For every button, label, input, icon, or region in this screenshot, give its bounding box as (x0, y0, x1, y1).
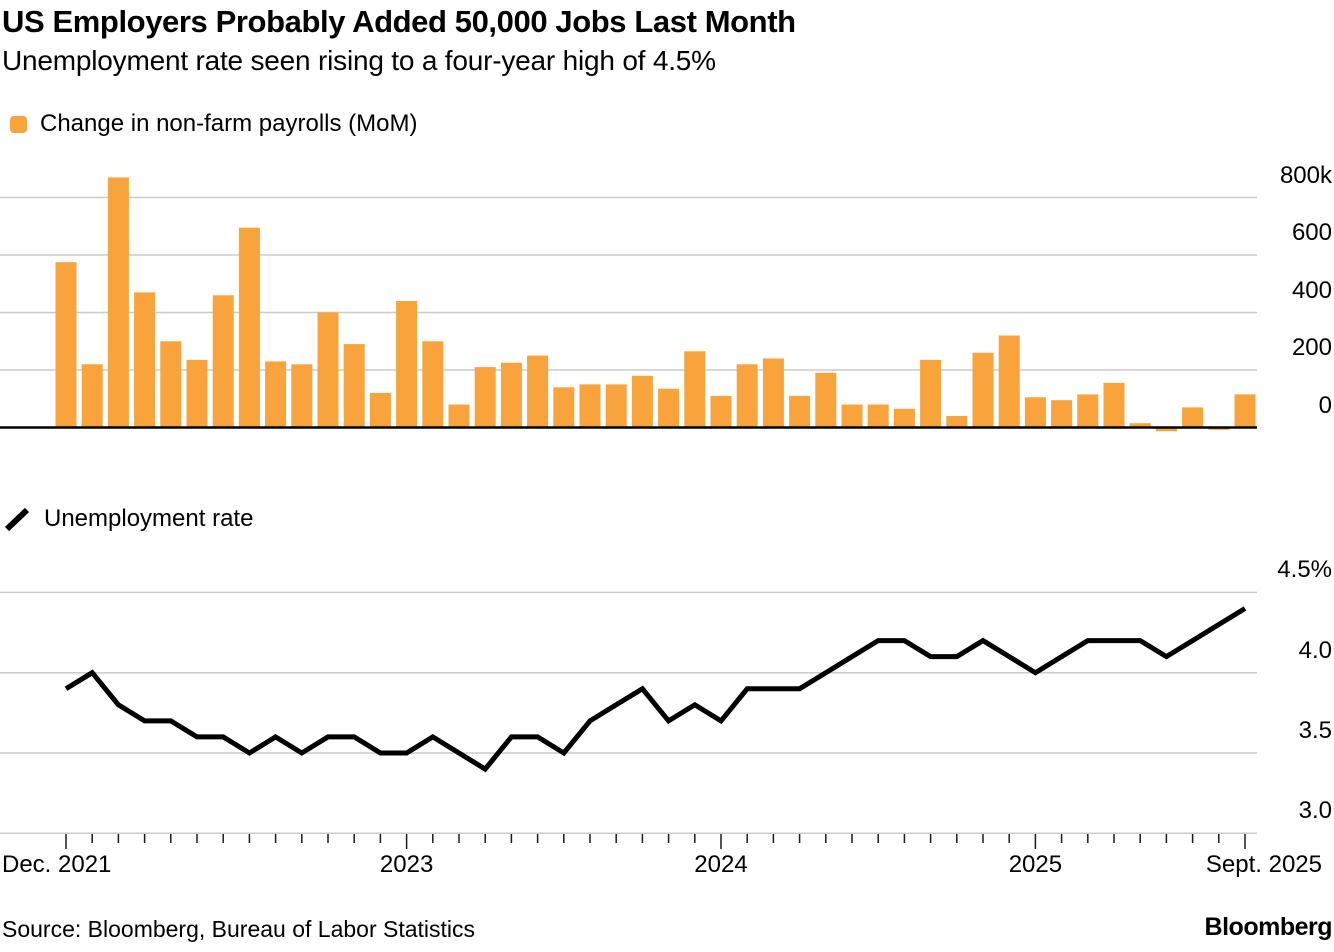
payroll-bar (762, 358, 784, 428)
payroll-bar (134, 292, 156, 428)
payroll-bar (500, 362, 522, 428)
unemployment-y-axis-label: 3.0 (1298, 797, 1332, 825)
unemployment-gridlines (0, 591, 1257, 835)
payroll-bar (317, 312, 339, 428)
payroll-bar (1077, 394, 1099, 428)
payroll-bar (527, 355, 549, 428)
source-credit: Source: Bloomberg, Bureau of Labor Stati… (2, 916, 476, 942)
payroll-bar (998, 335, 1020, 428)
bloomberg-logo: Bloomberg (1204, 913, 1333, 941)
payroll-bar (841, 404, 863, 428)
payrolls-y-axis-label: 800k (1279, 161, 1332, 189)
payrolls-y-axis-label: 600 (1291, 219, 1332, 246)
x-axis-label: Sept. 2025 (1205, 851, 1322, 878)
payrolls-bar-chart (55, 177, 1256, 432)
payroll-bar (605, 384, 627, 428)
unemployment-legend: Unemployment rate (4, 505, 253, 533)
payroll-bar (396, 301, 418, 428)
payroll-bar (107, 177, 129, 428)
page-title: US Employers Probably Added 50,000 Jobs … (2, 4, 796, 39)
payrolls-y-axis-label: 0 (1318, 391, 1332, 419)
unemployment-y-axis-label: 3.5 (1298, 717, 1332, 744)
x-axis-label: 2023 (379, 851, 434, 878)
payroll-bar (160, 341, 182, 428)
x-axis-label: 2024 (694, 851, 748, 878)
payrolls-y-axis-label: 400 (1291, 276, 1332, 304)
payroll-bar (736, 364, 758, 428)
payroll-bar (789, 395, 811, 428)
payroll-bar (1103, 382, 1125, 428)
unemployment-y-axis-label: 4.0 (1298, 636, 1332, 664)
unemployment-y-axis-label: 4.5% (1277, 556, 1332, 584)
payroll-bar (553, 387, 575, 428)
payroll-bar (291, 364, 313, 428)
payroll-bar (422, 341, 444, 428)
payroll-bar (631, 375, 653, 428)
payroll-bar (1234, 394, 1256, 428)
payroll-bar (1129, 423, 1151, 428)
payrolls-y-axis-label: 200 (1291, 334, 1332, 361)
unemployment-line-chart (64, 606, 1247, 773)
payroll-bar (867, 404, 889, 428)
unemployment-rate-line (64, 606, 1247, 773)
bar-series-swatch-icon (10, 115, 27, 133)
payroll-bar (1182, 407, 1204, 428)
x-axis-label: 2025 (1008, 851, 1063, 878)
unemployment-legend-label: Unemployment rate (44, 505, 254, 532)
payrolls-legend-label: Change in non-farm payrolls (MoM) (40, 110, 418, 137)
payroll-bar (946, 416, 968, 428)
payrolls-gridlines (0, 196, 1257, 371)
payroll-bar (81, 364, 103, 428)
payroll-bar (474, 367, 496, 428)
payroll-bar (212, 295, 234, 428)
payroll-bar (343, 344, 365, 428)
page-subtitle: Unemployment rate seen rising to a four-… (2, 45, 716, 76)
payroll-bar (579, 384, 601, 428)
payrolls-legend: Change in non-farm payrolls (MoM) (10, 110, 417, 138)
payroll-bar (658, 388, 680, 428)
payroll-bar (1024, 397, 1046, 428)
payroll-bar (1051, 400, 1073, 428)
payroll-bar (972, 352, 994, 428)
x-axis-ticks (65, 834, 1246, 849)
payroll-bar (448, 404, 470, 428)
payroll-bar (55, 262, 77, 428)
payroll-bar (186, 359, 208, 428)
payroll-bar (238, 227, 260, 428)
payroll-bar (815, 372, 837, 428)
payroll-bar (369, 393, 391, 428)
payroll-bar (684, 351, 706, 428)
x-axis-label: Dec. 2021 (2, 851, 112, 878)
payroll-bar (1155, 427, 1177, 432)
line-series-stroke-icon (4, 507, 30, 531)
payroll-bar (710, 395, 732, 428)
payroll-bar (893, 408, 915, 428)
payroll-bar (265, 361, 287, 428)
payroll-bar (920, 359, 942, 428)
